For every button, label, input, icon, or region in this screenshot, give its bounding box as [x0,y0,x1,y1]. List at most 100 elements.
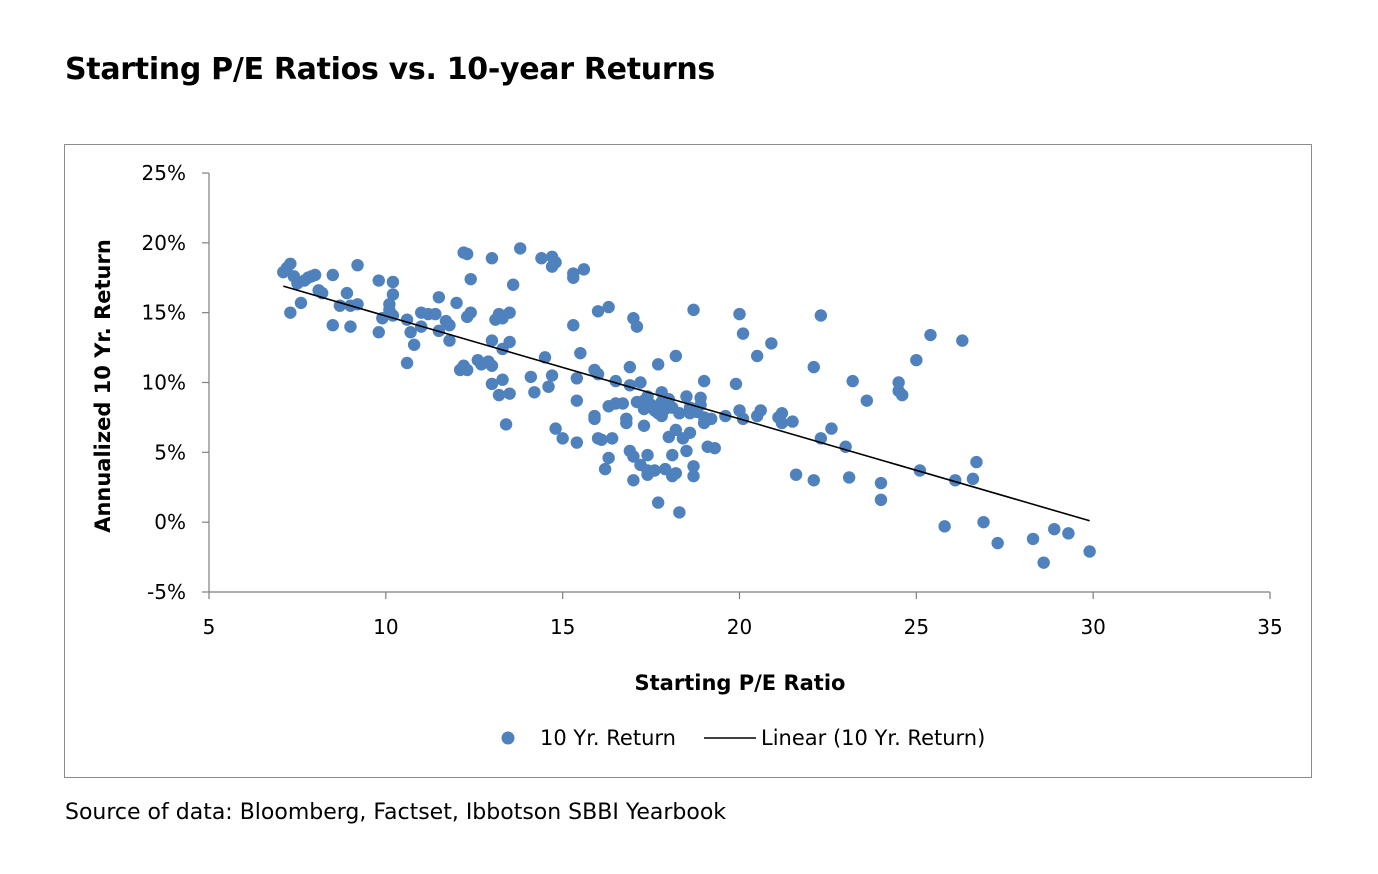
data-point [736,412,750,426]
data-point [460,310,474,324]
x-axis-label: Starting P/E Ratio [635,671,846,695]
legend-label-points: 10 Yr. Return [540,726,676,750]
axes [202,172,1271,599]
data-point [991,536,1004,550]
y-tick-label: 5% [154,440,186,464]
data-point [630,320,644,333]
data-point [874,493,888,507]
data-point [648,464,661,477]
data-point [485,359,499,372]
data-point [956,334,969,347]
y-tick-label: 25% [142,161,186,185]
data-point [407,338,421,351]
data-point [977,515,990,529]
y-axis-label: Annualized 10 Yr. Return [91,239,115,533]
data-point [404,326,417,339]
data-point [570,372,584,385]
data-point [634,376,647,389]
data-point [1037,556,1050,569]
data-point [673,506,686,519]
data-point [669,467,683,480]
data-point [687,303,700,317]
data-point [924,328,937,342]
data-point [485,251,499,265]
data-point [669,423,683,437]
tick-labels: -5% 0% 5% 10% 15% 20% 25% 5 10 15 20 25 30 35 [142,161,1283,639]
data-point [429,307,442,321]
data-point [789,468,803,481]
data-point [729,377,743,391]
data-point [683,426,697,439]
data-point [910,353,923,367]
data-point [666,448,679,462]
data-point [651,496,665,509]
data-point [1062,527,1075,540]
data-point [913,464,927,477]
data-point [807,360,820,374]
y-tick-label: 10% [142,371,186,395]
data-point [577,263,591,276]
data-point [846,374,859,388]
legend-label-trend: Linear (10 Yr. Return) [761,726,985,750]
data-point [450,296,463,310]
data-point [535,251,548,265]
data-point [496,373,509,386]
data-point [598,462,612,476]
data-point [775,416,789,430]
data-point [460,247,474,261]
data-point [736,327,750,340]
data-point [492,388,506,402]
data-point [400,356,414,370]
data-point [669,349,683,363]
data-point [842,471,856,484]
data-point [485,334,499,347]
data-point [705,412,718,426]
data-point [386,288,400,301]
y-tick-label: -5% [147,580,186,604]
chart-area [64,144,1312,778]
data-point [697,374,711,388]
data-point [570,436,584,449]
data-point [602,451,615,465]
data-point [496,342,509,356]
data-point [542,380,555,393]
data-point [733,307,746,321]
data-point [673,407,686,420]
data-point [895,388,909,402]
data-point [687,469,700,483]
data-point [719,409,732,423]
data-point [284,306,297,319]
x-tick-label: 10 [373,615,398,639]
y-tick-label: 0% [154,510,186,534]
data-point [570,394,584,407]
data-point [966,472,980,486]
data-point [383,298,396,311]
x-tick-label: 30 [1080,615,1105,639]
data-point [503,306,516,319]
data-point [284,257,297,270]
data-point [503,387,516,400]
x-tick-label: 5 [203,615,216,639]
data-point [627,450,640,463]
data-point [514,242,527,255]
data-point [567,319,580,332]
y-tick-label: 15% [142,301,186,325]
data-point [443,319,456,332]
data-point [545,250,559,263]
data-point [616,397,629,410]
data-point [687,460,700,473]
data-point [708,441,721,455]
data-point [825,422,838,435]
data-point [623,360,637,374]
data-point [1083,545,1096,558]
data-point [308,268,322,282]
data-point [326,319,339,332]
legend-marker-points [501,731,515,745]
data-point [372,326,385,339]
data-point [814,309,828,322]
legend: 10 Yr. Return Linear (10 Yr. Return) [501,726,985,750]
data-point [340,286,354,300]
data-point [333,299,347,312]
data-point [443,334,456,347]
